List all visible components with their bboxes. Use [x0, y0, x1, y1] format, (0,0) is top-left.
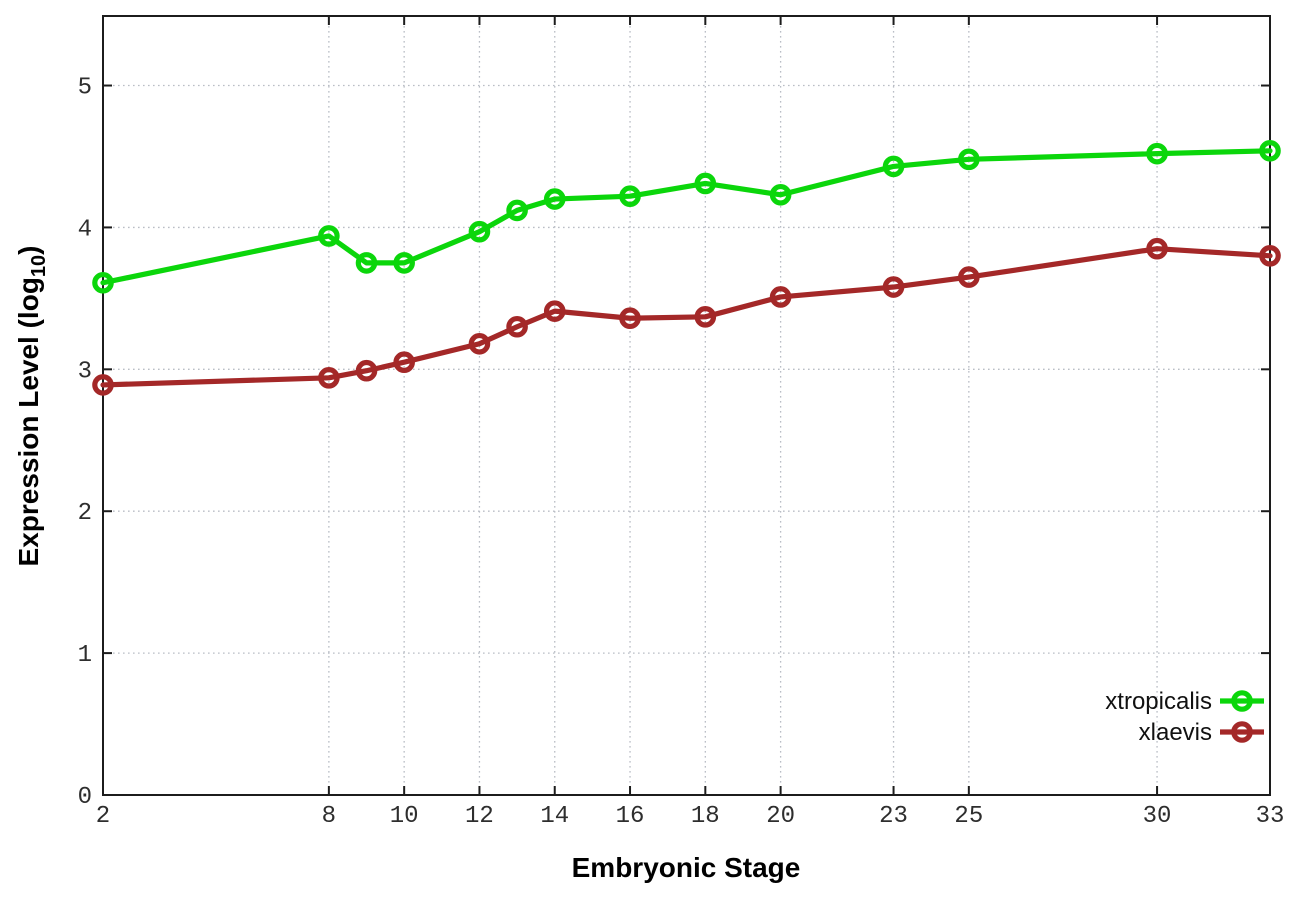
data-point-xtropicalis-12	[468, 220, 491, 243]
x-tick-label-10: 10	[390, 803, 419, 830]
data-point-xlaevis-13	[506, 315, 528, 338]
legend-label-xtropicalis: xtropicalis	[1105, 688, 1212, 715]
axis-ticks	[102, 16, 1271, 796]
x-tick-label-20: 20	[766, 803, 795, 830]
y-tick-label-5: 5	[78, 75, 92, 102]
data-point-xtropicalis-14	[543, 188, 566, 210]
data-point-xlaevis-14	[543, 300, 566, 322]
legend-marker-xlaevis	[1231, 721, 1253, 743]
data-point-xlaevis-25	[958, 266, 980, 288]
y-axis-title-subscript: 10	[28, 255, 50, 277]
data-point-xlaevis-9	[355, 359, 378, 382]
y-tick-label-4: 4	[78, 216, 92, 243]
x-tick-label-18: 18	[691, 803, 720, 830]
y-tick-label-0: 0	[78, 784, 92, 811]
data-point-xlaevis-10	[393, 351, 415, 374]
data-point-xlaevis-20	[769, 286, 792, 308]
y-axis-title: Expression Level (log10)	[13, 246, 50, 567]
data-point-xlaevis-12	[468, 332, 491, 355]
data-point-xtropicalis-2	[92, 271, 114, 294]
legend-label-xlaevis: xlaevis	[1139, 719, 1212, 746]
data-point-xtropicalis-10	[393, 252, 415, 274]
series-line-xlaevis	[100, 246, 1273, 388]
y-tick-label-2: 2	[78, 500, 92, 527]
data-point-xtropicalis-9	[355, 252, 378, 274]
data-point-xlaevis-16	[619, 307, 641, 330]
plot-border	[102, 15, 1271, 796]
x-tick-label-30: 30	[1143, 803, 1172, 830]
data-point-xtropicalis-33	[1259, 139, 1281, 162]
y-tick-label-1: 1	[78, 642, 92, 669]
data-point-xlaevis-8	[318, 367, 340, 389]
series-line-xtropicalis	[100, 148, 1273, 286]
x-tick-label-12: 12	[465, 803, 494, 830]
y-axis-title-main: Expression Level (log	[13, 277, 44, 566]
data-point-xtropicalis-20	[769, 183, 792, 206]
data-point-xtropicalis-25	[958, 148, 980, 171]
x-tick-label-2: 2	[96, 803, 110, 830]
data-series	[92, 139, 1281, 396]
x-tick-label-33: 33	[1256, 803, 1285, 830]
data-point-xtropicalis-8	[318, 225, 340, 247]
data-point-xtropicalis-30	[1146, 142, 1168, 165]
legend-marker-xtropicalis	[1231, 690, 1253, 712]
data-point-xlaevis-33	[1259, 245, 1281, 267]
x-tick-label-23: 23	[879, 803, 908, 830]
data-point-xtropicalis-18	[694, 172, 717, 195]
y-axis-title-close: )	[13, 246, 44, 255]
data-point-xtropicalis-16	[619, 185, 641, 208]
x-tick-label-14: 14	[540, 803, 569, 830]
data-point-xtropicalis-23	[882, 155, 905, 178]
x-tick-label-16: 16	[616, 803, 645, 830]
y-tick-labels: 0 1 2 3 4 5	[78, 75, 92, 811]
data-point-xlaevis-2	[92, 374, 114, 396]
data-point-xlaevis-30	[1146, 237, 1168, 260]
x-tick-label-25: 25	[954, 803, 983, 830]
x-axis-title: Embryonic Stage	[572, 852, 801, 883]
data-point-xlaevis-23	[882, 276, 905, 298]
y-tick-label-3: 3	[78, 358, 92, 385]
data-point-xlaevis-18	[694, 306, 717, 328]
data-point-xtropicalis-13	[506, 199, 528, 222]
legend: xtropicalis xlaevis	[1105, 688, 1264, 746]
gridlines	[103, 16, 1270, 795]
x-tick-label-8: 8	[322, 803, 336, 830]
x-tick-labels: 2 8 10 12 14 16 18 20 23 25 30 33	[96, 803, 1285, 830]
